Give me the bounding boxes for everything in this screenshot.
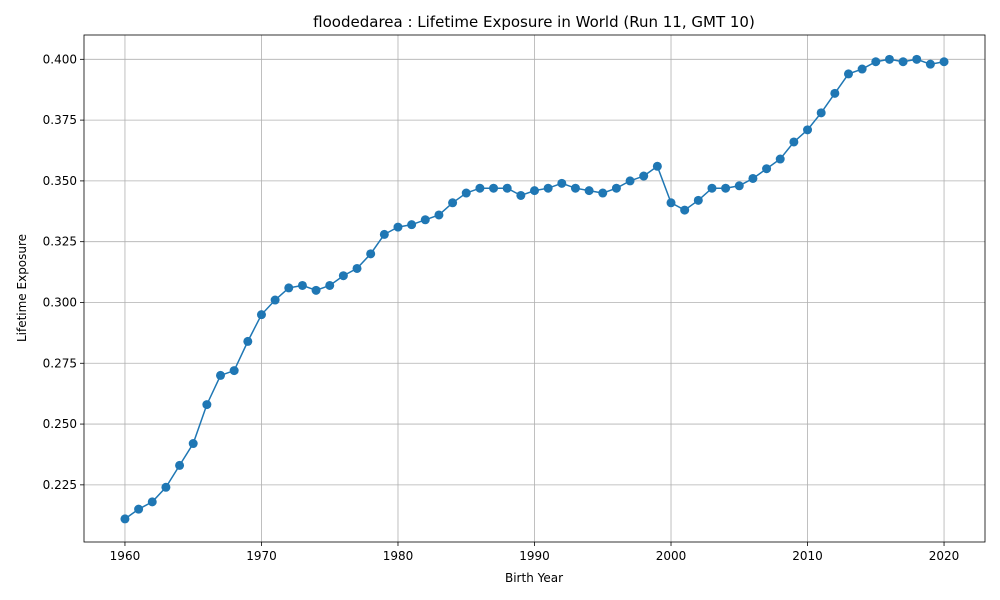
data-point — [338, 271, 348, 281]
data-point — [789, 137, 799, 147]
data-point — [352, 263, 362, 273]
data-point — [188, 439, 198, 449]
data-point — [803, 125, 813, 135]
y-tick-label: 0.300 — [43, 295, 77, 309]
data-point — [775, 154, 785, 164]
data-point — [857, 64, 867, 74]
data-point — [161, 482, 171, 492]
data-point — [407, 220, 417, 230]
data-point — [175, 460, 185, 470]
data-point — [502, 183, 512, 193]
data-point — [748, 173, 758, 183]
data-point — [639, 171, 649, 181]
data-point — [379, 229, 389, 239]
x-tick-label: 1960 — [110, 549, 141, 563]
data-point — [434, 210, 444, 220]
data-point — [543, 183, 553, 193]
x-tick-label: 1980 — [383, 549, 414, 563]
data-point — [297, 280, 307, 290]
data-points — [120, 54, 949, 524]
data-point — [721, 183, 731, 193]
x-axis-ticks: 1960 1970 1980 1990 2000 2010 2020 — [110, 542, 960, 563]
data-point — [652, 161, 662, 171]
data-point — [898, 57, 908, 67]
y-tick-label: 0.375 — [43, 113, 77, 127]
y-tick-label: 0.250 — [43, 417, 77, 431]
y-tick-label: 0.275 — [43, 356, 77, 370]
data-point — [284, 283, 294, 293]
data-point — [516, 190, 526, 200]
data-point — [693, 195, 703, 205]
data-point — [666, 198, 676, 208]
data-point — [830, 88, 840, 98]
x-tick-label: 2000 — [656, 549, 687, 563]
data-point — [243, 336, 253, 346]
data-point — [448, 198, 458, 208]
x-tick-label: 1970 — [246, 549, 277, 563]
data-point — [134, 504, 144, 514]
y-tick-label: 0.350 — [43, 174, 77, 188]
y-tick-label: 0.400 — [43, 52, 77, 66]
x-tick-label: 1990 — [519, 549, 550, 563]
data-point — [680, 205, 690, 215]
data-point — [311, 285, 321, 295]
data-point — [871, 57, 881, 67]
data-point — [925, 59, 935, 69]
data-point — [762, 164, 772, 174]
data-point — [734, 181, 744, 191]
y-axis-ticks: 0.225 0.250 0.275 0.300 0.325 0.350 0.375 0.400 — [43, 52, 84, 492]
data-point — [570, 183, 580, 193]
data-point — [216, 370, 226, 380]
data-point — [325, 280, 335, 290]
data-point — [202, 400, 212, 410]
data-point — [557, 178, 567, 188]
x-axis-label: Birth Year — [505, 571, 563, 585]
data-point — [229, 366, 239, 376]
data-point — [147, 497, 157, 507]
data-point — [939, 57, 949, 67]
data-point — [816, 108, 826, 118]
data-point — [884, 54, 894, 64]
data-point — [475, 183, 485, 193]
data-point — [366, 249, 376, 259]
data-point — [489, 183, 499, 193]
y-tick-label: 0.225 — [43, 478, 77, 492]
data-point — [843, 69, 853, 79]
x-tick-label: 2010 — [792, 549, 823, 563]
data-point — [598, 188, 608, 198]
data-point — [584, 186, 594, 196]
data-point — [912, 54, 922, 64]
data-point — [611, 183, 621, 193]
grid-lines — [84, 35, 985, 542]
y-tick-label: 0.325 — [43, 235, 77, 249]
data-point — [270, 295, 280, 305]
data-point — [707, 183, 717, 193]
data-point — [420, 215, 430, 225]
data-point — [256, 310, 266, 320]
data-point — [461, 188, 471, 198]
x-tick-label: 2020 — [929, 549, 960, 563]
chart-title: floodedarea : Lifetime Exposure in World… — [313, 13, 755, 31]
data-point — [120, 514, 130, 524]
data-point — [625, 176, 635, 186]
data-point — [530, 186, 539, 196]
y-axis-label: Lifetime Exposure — [15, 234, 29, 342]
data-point — [393, 222, 403, 232]
